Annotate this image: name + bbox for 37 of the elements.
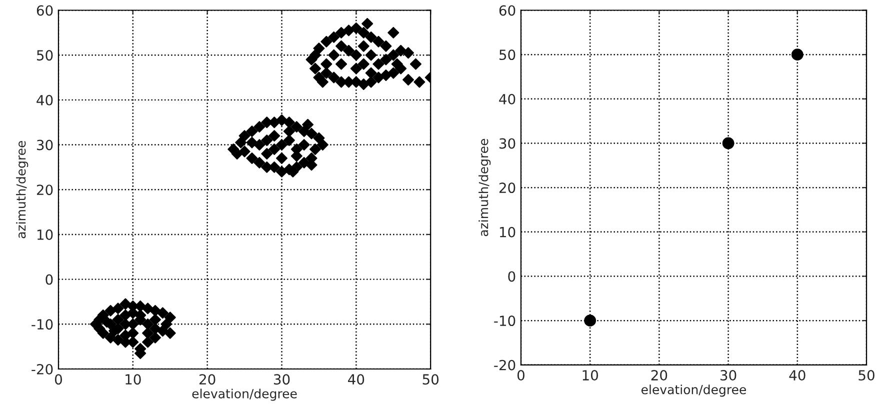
y-tick-label: 40 — [36, 94, 53, 106]
x-tick-label: 50 — [858, 370, 874, 381]
x-tick-label: 40 — [348, 374, 364, 385]
x-tick-label: 10 — [582, 370, 598, 381]
point — [722, 137, 734, 150]
y-tick-label: 10 — [37, 229, 53, 240]
x-tick-label: 30 — [274, 374, 290, 385]
x-tick-label: 20 — [651, 370, 668, 381]
point — [791, 48, 804, 61]
y-tick-label: -20 — [494, 360, 516, 370]
y-tick-label: 30 — [37, 140, 53, 150]
y-tick-label: 30 — [499, 138, 516, 149]
y-axis-title: azimuth/degree — [16, 140, 28, 238]
point — [584, 314, 596, 326]
x-tick-label: 40 — [789, 370, 806, 381]
y-tick-label: 20 — [36, 184, 53, 196]
y-tick-label: -10 — [32, 319, 53, 330]
y-tick-label: 60 — [499, 5, 516, 16]
y-tick-label: 0 — [508, 271, 516, 282]
x-tick-label: 30 — [720, 370, 736, 381]
x-tick-label: 50 — [422, 374, 439, 385]
x-axis-title: elevation/degree — [192, 388, 297, 401]
y-tick-label: 10 — [500, 226, 516, 238]
y-axis-title: azimuth/degree — [478, 138, 491, 236]
y-tick-label: 60 — [36, 5, 53, 16]
x-tick-label: 20 — [200, 374, 216, 385]
y-tick-label: -20 — [32, 364, 53, 374]
y-tick-label: 50 — [500, 50, 516, 60]
x-tick-label: 10 — [126, 374, 141, 385]
y-tick-label: -10 — [494, 316, 516, 326]
y-tick-label: 0 — [46, 274, 53, 285]
x-axis-title: elevation/degree — [641, 384, 746, 397]
x-tick-label: 0 — [54, 374, 62, 385]
y-tick-label: 50 — [37, 50, 53, 61]
y-tick-label: 20 — [499, 182, 516, 194]
x-tick-label: 0 — [517, 370, 524, 381]
y-tick-label: 40 — [499, 94, 516, 104]
